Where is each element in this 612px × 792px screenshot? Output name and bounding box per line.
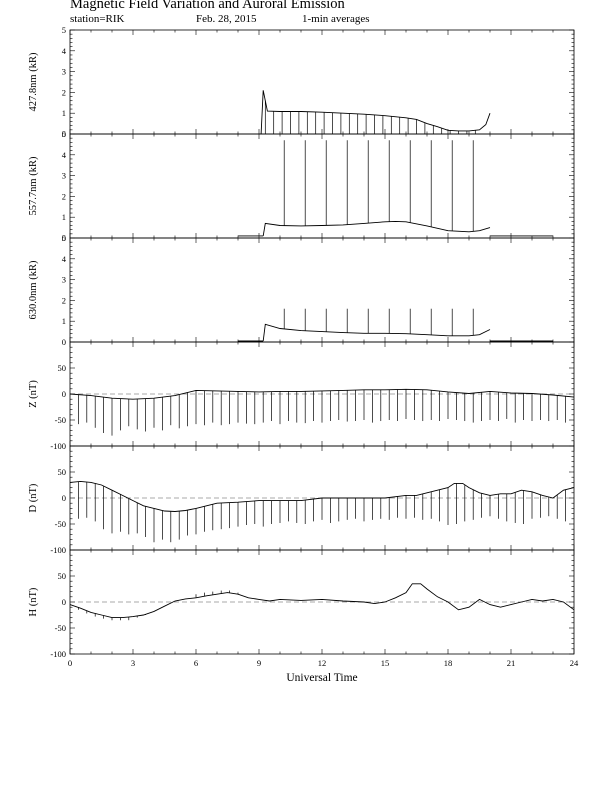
y-axis-label: Z (nT) [28, 380, 39, 408]
panel-630-0nm: 0 1 2 3 4 5 630.0nm (kR) [28, 233, 575, 347]
y-tick-label: 0 [62, 597, 66, 607]
x-tick-label: 3 [131, 658, 135, 668]
y-tick-label: 4 [62, 150, 67, 160]
series-line [69, 480, 575, 512]
y-tick-label: 1 [62, 316, 66, 326]
y-tick-label: 1 [62, 108, 66, 118]
y-axis-label: D (nT) [28, 483, 39, 512]
y-tick-label: -50 [55, 623, 66, 633]
y-tick-label: 4 [62, 46, 67, 56]
y-tick-label: 50 [58, 363, 67, 373]
x-tick-label: 15 [381, 658, 390, 668]
x-tick-label: 9 [257, 658, 261, 668]
y-axis-label: 630.0nm (kR) [28, 260, 39, 319]
y-tick-label: 50 [58, 571, 67, 581]
chart-header: Magnetic Field Variation and Auroral Emi… [70, 0, 590, 30]
x-tick-label: 6 [194, 658, 198, 668]
panel-427-8nm: 0 1 2 3 4 5 427.8nm (kR) [28, 25, 575, 139]
y-tick-label: 50 [58, 467, 67, 477]
panel-frame [69, 29, 575, 135]
panel-z: -100 -50 0 50 Z (nT) [28, 341, 575, 451]
y-axis-label: 427.8nm (kR) [28, 52, 39, 111]
series-line [69, 583, 575, 619]
x-tick-label: 24 [570, 658, 579, 668]
panel-h: -100 -50 0 50 H (nT) [28, 549, 575, 659]
y-tick-label: 0 [62, 493, 66, 503]
series-line [259, 90, 491, 135]
y-tick-label: 3 [62, 67, 66, 77]
y-tick-label: 5 [62, 233, 66, 243]
y-tick-label: 0 [62, 233, 66, 243]
station-label: station=RIK [70, 13, 125, 25]
y-tick-label: 0 [62, 129, 66, 139]
y-axis-label: H (nT) [28, 587, 39, 616]
x-tick-label: 0 [68, 658, 72, 668]
y-tick-label: 3 [62, 171, 66, 181]
y-tick-label: 2 [62, 87, 66, 97]
series-line [69, 388, 575, 400]
y-tick-label: 0 [62, 337, 66, 347]
y-tick-label: 3 [62, 275, 66, 285]
y-tick-label: 1 [62, 212, 66, 222]
y-tick-label: -50 [55, 519, 66, 529]
y-tick-label: 5 [62, 129, 66, 139]
chart-title: Magnetic Field Variation and Auroral Emi… [70, 0, 345, 12]
x-axis: 0 3 6 9 12 15 18 21 24 Universal Time [68, 658, 579, 684]
y-axis-label: 557.7nm (kR) [28, 156, 39, 215]
x-tick-label: 12 [318, 658, 327, 668]
x-tick-label: 21 [507, 658, 516, 668]
panel-frame [69, 133, 575, 239]
averaging-label: 1-min averages [302, 13, 370, 25]
series-line [262, 323, 491, 342]
panel-d: -100 -50 0 50 D (nT) [28, 445, 575, 555]
y-tick-label: -100 [50, 649, 66, 659]
date-label: Feb. 28, 2015 [196, 13, 257, 25]
y-tick-label: 0 [62, 389, 66, 399]
x-tick-label: 18 [444, 658, 453, 668]
panel-557-7nm: 0 1 2 3 4 5 557.7nm (kR) [28, 129, 575, 243]
x-axis-label: Universal Time [286, 672, 357, 684]
y-tick-label: 4 [62, 254, 67, 264]
y-tick-label: 5 [62, 25, 66, 35]
y-tick-label: -50 [55, 415, 66, 425]
series-line [262, 220, 491, 236]
panel-frame [69, 237, 575, 343]
y-tick-label: -100 [50, 441, 66, 451]
y-tick-label: 2 [62, 295, 66, 305]
y-tick-label: 2 [62, 191, 66, 201]
y-tick-label: -100 [50, 545, 66, 555]
chart-panels: 0 1 2 3 4 5 427.8nm (kR) 0 1 2 3 4 5 557.7nm (kR) 0 1 2 3… [28, 25, 575, 659]
